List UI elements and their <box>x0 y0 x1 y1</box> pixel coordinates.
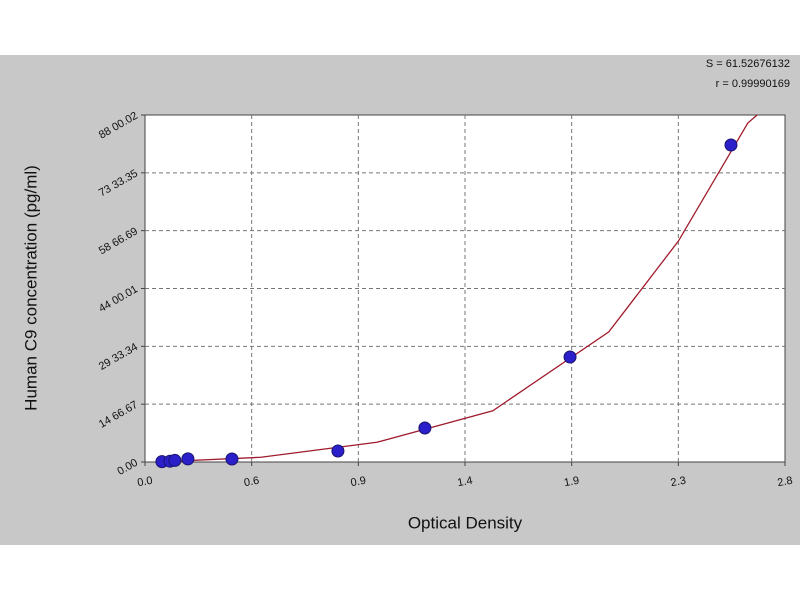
data-point <box>225 452 239 466</box>
x-tick-label: 0.0 <box>136 475 153 489</box>
x-tick-label: 1.4 <box>456 475 473 489</box>
data-point <box>724 138 738 152</box>
data-point <box>168 453 182 467</box>
x-axis-title: Optical Density <box>408 513 523 532</box>
data-point <box>331 444 345 458</box>
data-point <box>181 452 195 466</box>
data-point <box>418 421 432 435</box>
x-tick-label: 2.3 <box>670 475 687 489</box>
x-tick-label: 0.6 <box>243 475 260 489</box>
x-tick-label: 1.9 <box>563 475 580 489</box>
x-tick-label: 2.8 <box>776 475 793 489</box>
stat-r: r = 0.99990169 <box>716 78 790 90</box>
stat-s: S = 61.52676132 <box>706 58 790 70</box>
x-tick-label: 0.9 <box>350 475 367 489</box>
y-axis-title: Human C9 concentration (pg/ml) <box>21 165 40 411</box>
data-point <box>563 350 577 364</box>
